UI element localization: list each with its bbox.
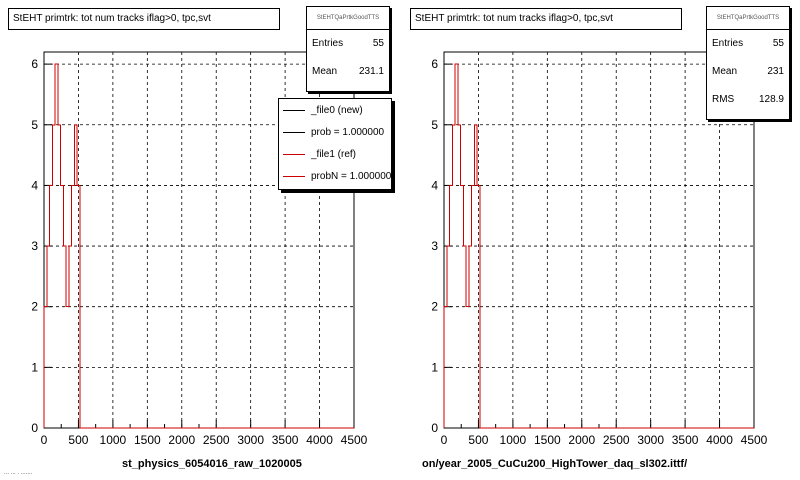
right-series-0 bbox=[443, 63, 754, 429]
left-x-tick-label: 4500 bbox=[341, 433, 368, 447]
right-stats-mean: Mean 231 bbox=[712, 66, 784, 77]
left-y-tick-label: 2 bbox=[31, 300, 38, 314]
left-x-axis-title: st_physics_6054016_raw_1020005 bbox=[122, 458, 302, 470]
right-x-tick-label: 500 bbox=[468, 433, 488, 447]
right-x-tick-label: 3000 bbox=[637, 433, 664, 447]
right-x-tick-label: 3500 bbox=[672, 433, 699, 447]
left-x-tick-label: 1000 bbox=[100, 433, 127, 447]
right-y-tick-label: 3 bbox=[431, 239, 438, 253]
left-x-tick-label: 3500 bbox=[272, 433, 299, 447]
legend-swatch-ref bbox=[283, 153, 305, 155]
left-legend: _file0 (new) prob = 1.000000 _file1 (ref… bbox=[278, 98, 392, 190]
right-histogram-panel: 0 500 1000 1500 2000 2500 3000 3500 4000 4500 0 1 2 3… bbox=[400, 0, 800, 480]
right-x-axis-title: on/year_2005_CuCu200_HighTower_daq_sl302… bbox=[422, 458, 688, 470]
left-stats-name: StEHTQaPrtkGoodTTS bbox=[307, 7, 389, 30]
left-x-tick-label: 2000 bbox=[168, 433, 195, 447]
left-plot-title: StEHT primtrk: tot num tracks iflag>0, t… bbox=[8, 8, 280, 30]
right-y-tick-label: 5 bbox=[431, 118, 438, 132]
right-y-tick-label: 1 bbox=[431, 360, 438, 374]
left-y-tick-label: 0 bbox=[31, 421, 38, 435]
left-stats-entries: Entries 55 bbox=[312, 38, 384, 49]
left-x-tick-label: 0 bbox=[41, 433, 48, 447]
right-y-tick-label: 4 bbox=[431, 178, 438, 192]
right-x-tick-label: 1000 bbox=[500, 433, 527, 447]
right-x-tick-label: 2500 bbox=[603, 433, 630, 447]
right-x-tick-label: 4500 bbox=[741, 433, 768, 447]
right-x-tick-label: 0 bbox=[441, 433, 448, 447]
legend-swatch-probn bbox=[283, 175, 305, 177]
left-y-tick-label: 1 bbox=[31, 360, 38, 374]
legend-entry-probn: probN = 1.000000 bbox=[279, 165, 391, 187]
left-histogram-panel: 0 500 1000 1500 2000 2500 3000 3500 4000 4500 0 1 2 3… bbox=[4, 6, 392, 476]
right-y-tick-label: 2 bbox=[431, 300, 438, 314]
legend-swatch-prob bbox=[283, 131, 305, 133]
left-y-tick-label: 4 bbox=[31, 178, 38, 192]
right-plot-title: StEHT primtrk: tot num tracks iflag>0, t… bbox=[410, 8, 682, 30]
left-x-tick-label: 2500 bbox=[203, 433, 230, 447]
left-y-tick-label: 5 bbox=[31, 118, 38, 132]
left-y-tick-label: 6 bbox=[31, 57, 38, 71]
left-x-tick-label: 4000 bbox=[306, 433, 333, 447]
right-stats-name: StEHTQaPrtkGoodTTS bbox=[707, 7, 789, 30]
left-y-tick-label: 3 bbox=[31, 239, 38, 253]
legend-swatch-new bbox=[283, 109, 305, 111]
left-x-tick-label: 3000 bbox=[237, 433, 264, 447]
left-x-tick-label: 500 bbox=[68, 433, 88, 447]
right-stats-box: StEHTQaPrtkGoodTTS Entries 55 Mean 231 RMS… bbox=[706, 6, 790, 120]
right-x-tick-label: 4000 bbox=[706, 433, 733, 447]
right-y-tick-label: 0 bbox=[431, 421, 438, 435]
left-x-tick-label: 1500 bbox=[134, 433, 161, 447]
left-stats-box: StEHTQaPrtkGoodTTS Entries 55 Mean 231.1 bbox=[306, 6, 390, 92]
legend-entry-prob: prob = 1.000000 bbox=[279, 121, 391, 143]
right-histogram-plot: 0 500 1000 1500 2000 2500 3000 3500 4000 4500 0 1 2 3… bbox=[431, 51, 768, 447]
legend-entry-file1: _file1 (ref) bbox=[279, 143, 391, 165]
left-stats-mean: Mean 231.1 bbox=[312, 66, 384, 77]
legend-entry-file0: _file0 (new) bbox=[279, 99, 391, 121]
right-x-tick-label: 2000 bbox=[568, 433, 595, 447]
right-stats-rms: RMS 128.9 bbox=[712, 94, 784, 105]
right-y-tick-label: 6 bbox=[431, 57, 438, 71]
left-corner-text: ... ... . ....... bbox=[4, 470, 33, 476]
left-series-file1-ref bbox=[43, 63, 354, 429]
right-stats-entries: Entries 55 bbox=[712, 38, 784, 49]
right-x-tick-label: 1500 bbox=[534, 433, 561, 447]
